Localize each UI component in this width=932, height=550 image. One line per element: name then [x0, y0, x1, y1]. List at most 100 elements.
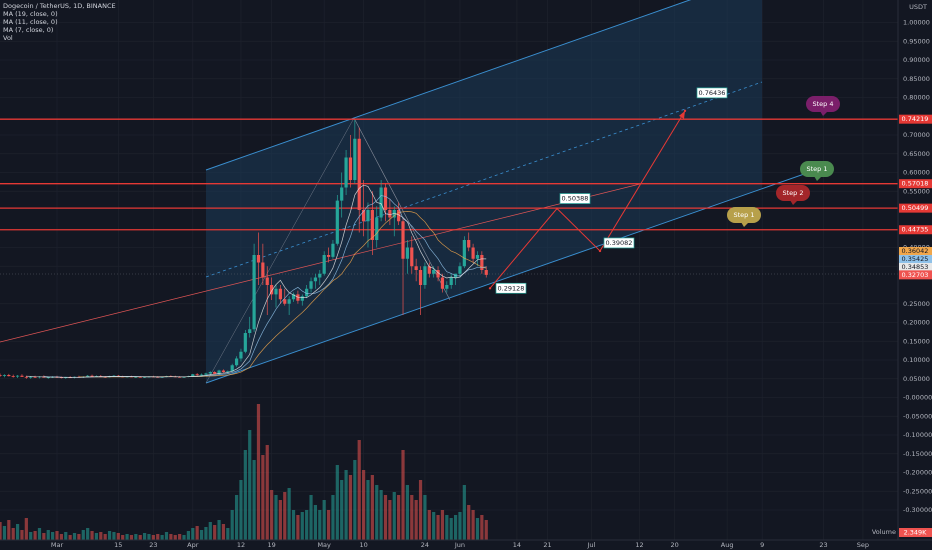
volume-bar — [335, 465, 339, 540]
volume-label: Vol — [3, 34, 13, 42]
candle-body — [0, 375, 2, 376]
ma-value: 0.35425 — [902, 255, 929, 263]
step-tail — [814, 176, 822, 181]
level-label: 0.57018 — [902, 180, 929, 188]
candle-body — [274, 288, 278, 295]
volume-bar — [151, 535, 155, 540]
y-tick-label: -0.15000 — [903, 450, 932, 458]
x-tick-label: Apr — [187, 541, 199, 549]
volume-bar — [42, 533, 46, 540]
y-tick-label: -0.20000 — [903, 469, 932, 477]
candle-body — [440, 277, 445, 289]
targets: 0.29128 0.50388 0.39082 0.76436 — [488, 87, 728, 294]
volume-bar — [29, 532, 33, 540]
volume-bar — [366, 480, 370, 540]
candle-body — [160, 376, 164, 378]
volume-bar — [357, 440, 361, 540]
candle-body — [230, 365, 234, 372]
candle-body — [410, 247, 414, 267]
volume-bar — [418, 480, 423, 540]
y-tick-label: -0.00000 — [903, 394, 932, 402]
volume-bar — [388, 500, 392, 540]
fib-line — [205, 117, 355, 384]
moving-average — [26, 184, 487, 378]
x-tick-label: May — [317, 541, 331, 549]
candle-body — [357, 138, 361, 210]
candle-body — [401, 221, 405, 259]
candle-body — [287, 299, 291, 304]
candle-body — [423, 266, 427, 285]
candle-body — [471, 247, 475, 259]
axes: 1.00000 0.95000 0.90000 0.85000 0.80000 0.700… — [51, 19, 932, 549]
volume-bar — [7, 520, 11, 540]
candle-body — [340, 187, 344, 201]
volume-bar — [191, 528, 195, 540]
candle-body — [234, 358, 239, 366]
y-tick-label: 0.90000 — [903, 56, 930, 64]
candle-body — [375, 217, 379, 240]
candle-body — [326, 255, 331, 257]
volume — [0, 404, 488, 540]
candle-body — [309, 281, 313, 289]
volume-bar — [178, 534, 182, 540]
volume-bar — [467, 505, 471, 540]
volume-bar — [204, 527, 208, 540]
candle-body — [322, 255, 326, 274]
volume-bar — [239, 480, 243, 540]
volume-bar — [436, 515, 440, 540]
volume-bar — [445, 515, 449, 540]
candle-body — [480, 255, 484, 270]
candle-body — [392, 210, 396, 218]
volume-bar — [230, 510, 234, 540]
volume-bar — [226, 528, 230, 540]
candle-body — [296, 294, 300, 301]
candle-body — [379, 187, 383, 218]
arrow-head — [679, 110, 685, 119]
target-point — [598, 249, 602, 253]
candle-body — [300, 296, 304, 301]
volume-bar — [134, 534, 138, 540]
volume-badge-value: 2.349K — [904, 529, 928, 537]
candle-body — [414, 266, 418, 270]
currency: USDT — [909, 3, 927, 11]
channel-middle — [205, 81, 763, 278]
candle-body — [191, 374, 195, 377]
volume-bar — [261, 455, 265, 540]
volume-bar — [423, 495, 427, 540]
chart-title: Dogecoin / TetherUS, 1D, BINANCE — [3, 2, 116, 10]
x-tick-label: Jun — [454, 541, 465, 549]
volume-bar — [94, 533, 99, 540]
volume-bar — [199, 530, 204, 540]
volume-bar — [484, 520, 488, 540]
candle-body — [248, 329, 252, 333]
target-box — [559, 193, 591, 204]
volume-bar — [234, 495, 239, 540]
step-label: Step 1 — [733, 211, 754, 219]
volume-bar — [375, 485, 379, 540]
candle-body — [213, 372, 217, 374]
x-tick-label: 10 — [359, 541, 367, 549]
x-tick-label: Aug — [721, 541, 734, 549]
volume-bar — [72, 533, 77, 540]
y-tick-label: 0.15000 — [903, 337, 930, 345]
candle-body — [348, 157, 353, 180]
ma-badge — [899, 247, 932, 255]
volume-bar — [20, 530, 24, 540]
candle-body — [138, 376, 142, 378]
candle-body — [20, 375, 24, 377]
indicator-label: MA (19, close, 0) — [3, 10, 58, 18]
y-tick-label: 0.85000 — [903, 75, 930, 83]
volume-bar — [2, 526, 7, 540]
candle-body — [2, 375, 7, 376]
volume-bar — [353, 460, 357, 540]
volume-bar — [405, 485, 409, 540]
volume-bar — [432, 512, 436, 540]
candle-body — [462, 240, 466, 267]
volume-bar — [471, 510, 475, 540]
x-tick-label: 23 — [149, 541, 157, 549]
x-tick-label: Mar — [51, 541, 64, 549]
volume-bar — [340, 480, 344, 540]
candle-body — [86, 375, 90, 377]
volume-bar — [270, 490, 274, 540]
volume-bar — [309, 495, 313, 540]
